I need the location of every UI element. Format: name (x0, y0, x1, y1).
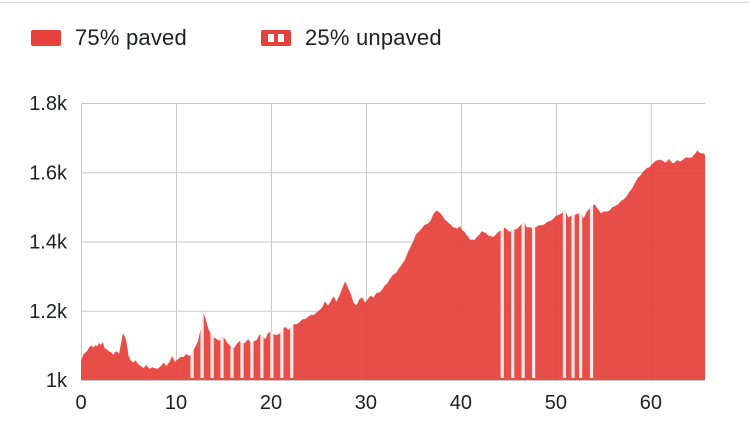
svg-text:1.2k: 1.2k (29, 301, 68, 323)
legend: 75% paved 25% unpaved (0, 0, 750, 60)
svg-text:20: 20 (260, 392, 282, 414)
svg-text:50: 50 (545, 392, 567, 414)
svg-text:1.6k: 1.6k (29, 162, 68, 184)
unpaved-label: 25% unpaved (305, 25, 442, 50)
svg-text:30: 30 (355, 392, 377, 414)
paved-swatch-icon (31, 30, 61, 46)
svg-text:1.8k: 1.8k (29, 93, 68, 115)
x-axis-labels: 0 10 20 30 40 50 60 (75, 392, 662, 414)
svg-text:0: 0 (75, 392, 86, 414)
legend-item-unpaved: 25% unpaved (261, 25, 442, 50)
swatch-hole (268, 34, 274, 42)
paved-label: 75% paved (75, 25, 187, 50)
svg-text:40: 40 (450, 392, 472, 414)
unpaved-swatch-icon (261, 30, 291, 46)
svg-text:1.4k: 1.4k (29, 232, 68, 254)
swatch-hole (278, 34, 284, 42)
card-top-border (0, 2, 750, 3)
svg-text:10: 10 (165, 392, 187, 414)
elevation-area (81, 150, 705, 380)
y-axis-labels: 1k 1.2k 1.4k 1.6k 1.8k (29, 93, 68, 392)
legend-item-paved: 75% paved (31, 25, 187, 50)
svg-text:60: 60 (640, 392, 662, 414)
svg-text:1k: 1k (46, 370, 68, 392)
